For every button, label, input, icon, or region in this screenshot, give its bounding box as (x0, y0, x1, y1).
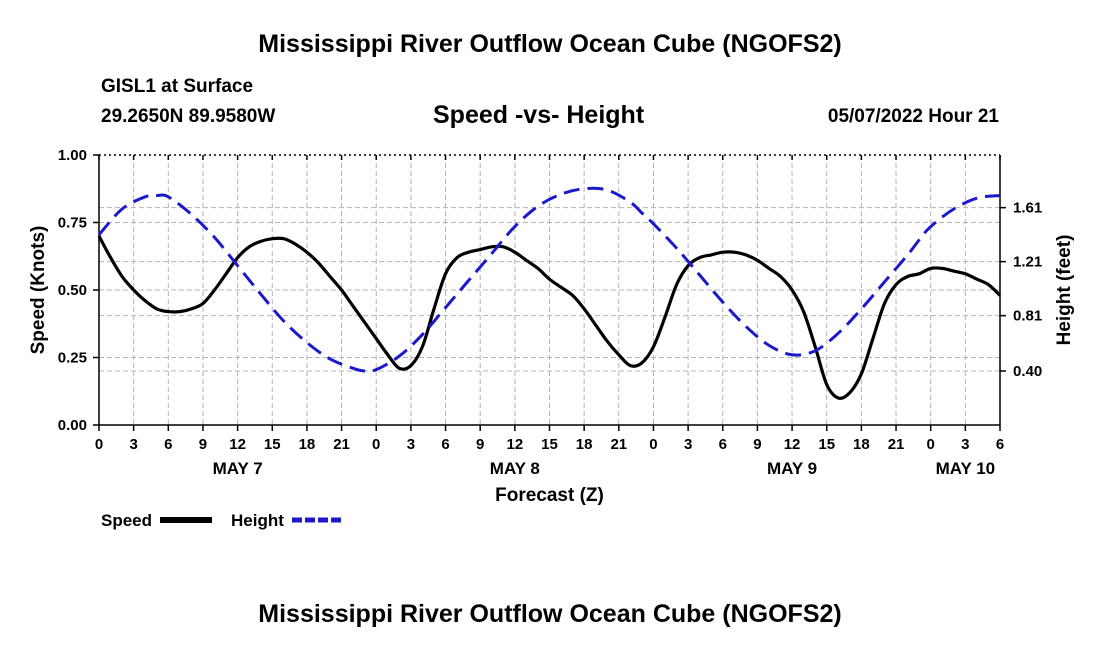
x-tick-label: 0 (372, 436, 380, 453)
x-tick-label: 6 (441, 436, 449, 453)
chart-main-title: Mississippi River Outflow Ocean Cube (NG… (258, 30, 842, 58)
x-tick-label: 3 (684, 436, 692, 453)
x-tick-label: 6 (719, 436, 727, 453)
x-tick-label: 9 (199, 436, 207, 453)
x-tick-label: 15 (818, 436, 835, 453)
y-tick-label-right: 0.40 (1013, 363, 1042, 380)
x-tick-label: 12 (229, 436, 246, 453)
x-tick-label: 15 (264, 436, 281, 453)
y-tick-label-left: 1.00 (58, 147, 87, 164)
x-tick-label: 21 (333, 436, 350, 453)
y-tick-label-left: 0.00 (58, 417, 87, 434)
x-tick-label: 18 (299, 436, 316, 453)
x-tick-label: 9 (753, 436, 761, 453)
y-tick-label-left: 0.50 (58, 282, 87, 299)
second-chart-title: Mississippi River Outflow Ocean Cube (NG… (258, 600, 842, 628)
date-label: MAY 8 (490, 459, 540, 478)
date-label: MAY 9 (767, 459, 817, 478)
station-label: GISL1 at Surface (101, 76, 254, 97)
y-tick-label-left: 0.25 (58, 350, 87, 367)
x-tick-label: 0 (649, 436, 657, 453)
date-label: MAY 7 (213, 459, 263, 478)
legend-label-speed: Speed (101, 511, 152, 530)
x-tick-label: 18 (576, 436, 593, 453)
x-tick-label: 21 (888, 436, 905, 453)
y-axis-title-right: Height (feet) (1054, 235, 1075, 346)
station-coordinates: 29.2650N 89.9580W (101, 106, 276, 127)
y-tick-label-right: 1.21 (1013, 254, 1042, 271)
legend-label-height: Height (231, 511, 284, 530)
x-tick-label: 3 (129, 436, 137, 453)
x-tick-label: 12 (507, 436, 524, 453)
y-tick-label-right: 0.81 (1013, 308, 1042, 325)
x-tick-label: 6 (996, 436, 1004, 453)
x-tick-label: 12 (784, 436, 801, 453)
x-tick-label: 18 (853, 436, 870, 453)
series-line-height (97, 186, 1001, 373)
x-axis-title: Forecast (Z) (495, 485, 604, 506)
date-label: MAY 10 (936, 459, 996, 478)
x-tick-label: 21 (610, 436, 627, 453)
x-tick-label: 0 (95, 436, 103, 453)
chart-subtitle: Speed -vs- Height (433, 101, 645, 129)
forecast-datetime: 05/07/2022 Hour 21 (827, 106, 999, 127)
x-tick-label: 15 (541, 436, 558, 453)
y-tick-label-left: 0.75 (58, 215, 87, 232)
x-tick-label: 0 (927, 436, 935, 453)
x-tick-label: 9 (476, 436, 484, 453)
y-tick-label-right: 1.61 (1013, 200, 1042, 217)
series-line-speed (97, 235, 1002, 400)
y-axis-title-left: Speed (Knots) (28, 226, 49, 355)
x-tick-label: 3 (407, 436, 415, 453)
x-tick-label: 6 (164, 436, 172, 453)
x-tick-label: 3 (961, 436, 969, 453)
